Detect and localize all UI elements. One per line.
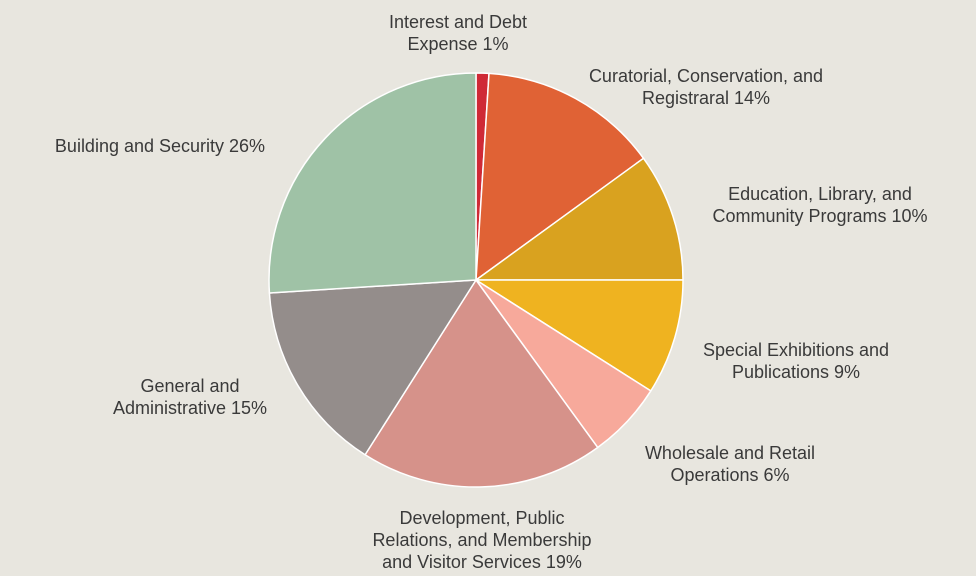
pie-slice: [475, 279, 684, 392]
slice-label: Building and Security 26%: [55, 136, 265, 156]
slice-label-line: Operations 6%: [670, 465, 789, 485]
slice-label-line: Education, Library, and: [728, 184, 912, 204]
slice-label-line: General and: [140, 376, 239, 396]
slice-labels: Interest and Debt Expense 1% Curatorial, C…: [55, 12, 928, 572]
slice-label-line: Relations, and Membership: [372, 530, 591, 550]
slice-label-line: Special Exhibitions and: [703, 340, 889, 360]
slice-label-line: Publications 9%: [732, 362, 860, 382]
pie-slice: [475, 157, 684, 281]
slice-label-line: Wholesale and Retail: [645, 443, 815, 463]
slice-label-line: Community Programs 10%: [712, 206, 927, 226]
slice-label-line: Building and Security 26%: [55, 136, 265, 156]
slice-label-line: Administrative 15%: [113, 398, 267, 418]
slices: [268, 72, 684, 488]
pie-slice: [268, 279, 477, 456]
slice-label-line: Registraral 14%: [642, 88, 770, 108]
slice-label: Interest and Debt Expense 1%: [389, 12, 527, 54]
slice-label-line: Curatorial, Conservation, and: [589, 66, 823, 86]
slice-label-line: Development, Public: [399, 508, 564, 528]
pie-slice: [475, 72, 645, 281]
slice-label: General and Administrative 15%: [113, 376, 267, 418]
slice-label: Development, Public Relations, and Member…: [372, 508, 591, 572]
slice-label-line: and Visitor Services 19%: [382, 552, 582, 572]
slice-label-line: Interest and Debt: [389, 12, 527, 32]
pie-slice: [364, 279, 599, 488]
slice-label: Education, Library, and Community Program…: [712, 184, 927, 226]
slice-label: Special Exhibitions and Publications 9%: [703, 340, 889, 382]
slice-label-line: Expense 1%: [407, 34, 508, 54]
pie-slice: [268, 72, 477, 294]
slice-label: Wholesale and Retail Operations 6%: [645, 443, 815, 485]
slice-label: Curatorial, Conservation, and Registraral…: [589, 66, 823, 108]
